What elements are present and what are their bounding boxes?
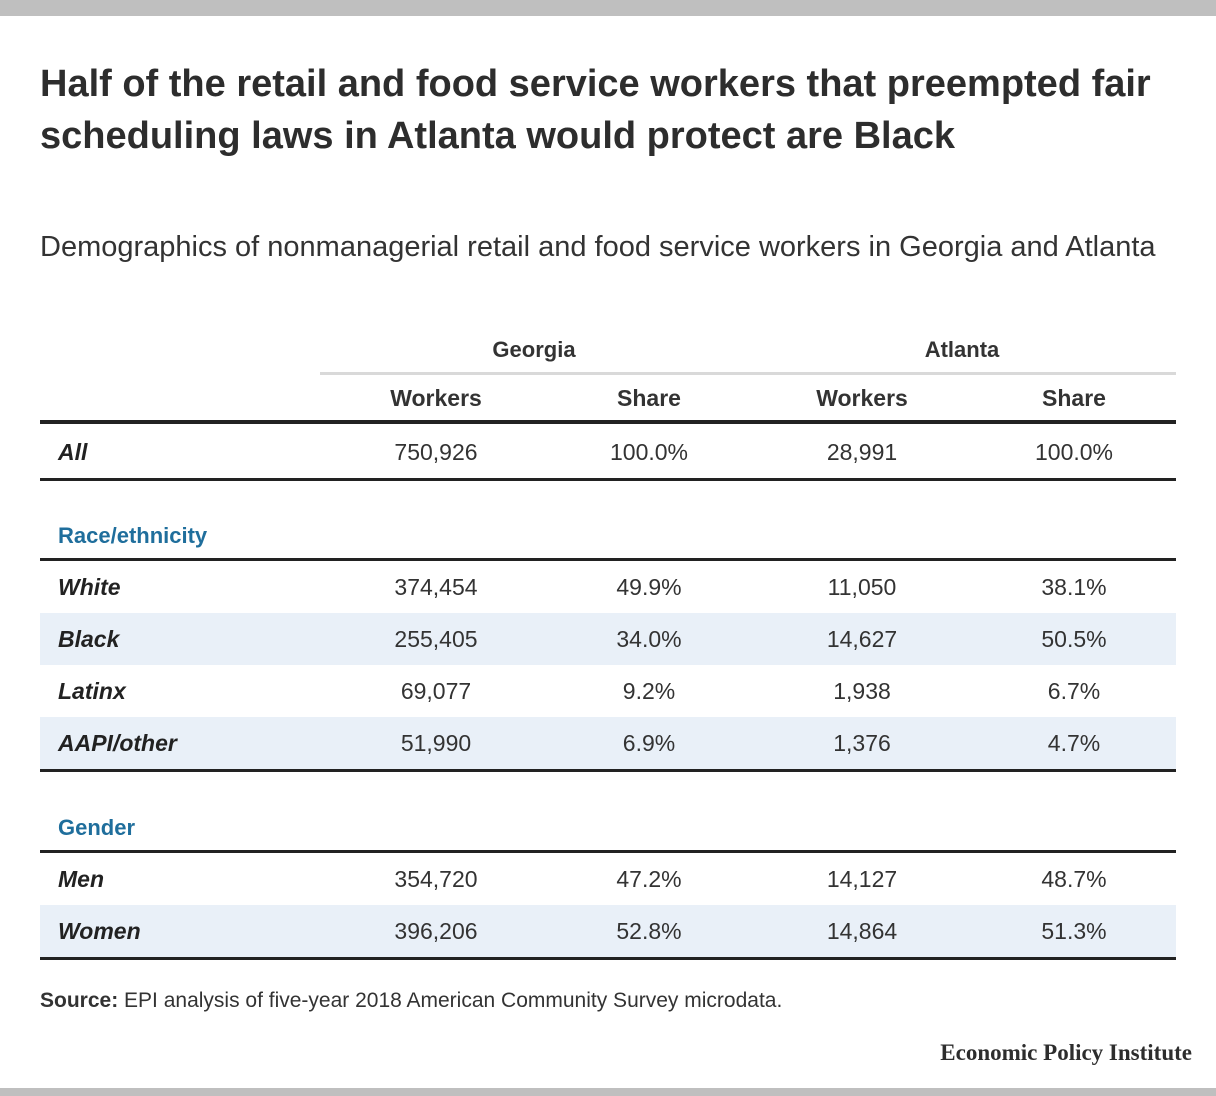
table-cell: 38.1% [1041, 573, 1107, 600]
table-cell: 69,077 [400, 677, 472, 704]
section-header-race: Race/ethnicity [40, 512, 1176, 560]
row-label: Men [58, 865, 104, 892]
source-text: EPI analysis of five-year 2018 American … [118, 989, 783, 1012]
table-cell: 1,376 [833, 729, 891, 756]
column-header: Workers [816, 384, 908, 411]
header-rule [40, 420, 1176, 424]
table-cell: 28,991 [826, 438, 898, 465]
table-cell: 100.0% [609, 438, 688, 465]
table-cell: 354,720 [394, 865, 478, 892]
section-end-rule [40, 769, 1176, 772]
table-cell: 14,127 [826, 865, 898, 892]
table-cell: 100.0% [1034, 438, 1113, 465]
row-label: White [58, 573, 121, 600]
column-header: Share [1042, 384, 1106, 411]
table-row: All 750,926 100.0% 28,991 100.0% [40, 426, 1176, 478]
source-note: Source: EPI analysis of five-year 2018 A… [40, 989, 782, 1013]
table-cell: 49.9% [616, 573, 682, 600]
brand-logo-text: Economic Policy Institute [940, 1040, 1192, 1065]
section-rule [40, 850, 1176, 853]
table-row: Black 255,405 34.0% 14,627 50.5% [40, 613, 1176, 665]
table-row: Men 354,720 47.2% 14,127 48.7% [40, 853, 1176, 905]
column-group-header: Georgia Atlanta [40, 330, 1176, 370]
row-label: Latinx [58, 677, 126, 704]
table-cell: 51.3% [1041, 917, 1107, 944]
table-row: AAPI/other 51,990 6.9% 1,376 4.7% [40, 717, 1176, 769]
table-row: White 374,454 49.9% 11,050 38.1% [40, 561, 1176, 613]
table-cell: 48.7% [1041, 865, 1107, 892]
section-title: Gender [58, 815, 136, 840]
row-label: Black [58, 625, 120, 652]
table-cell: 6.9% [622, 729, 676, 756]
table-cell: 14,627 [826, 625, 898, 652]
table-cell: 50.5% [1041, 625, 1107, 652]
column-group-atlanta: Atlanta [924, 337, 1000, 362]
row-label: AAPI/other [58, 729, 177, 756]
table-cell: 34.0% [616, 625, 682, 652]
table-cell: 1,938 [833, 677, 891, 704]
top-border [0, 0, 1216, 16]
table-row: Latinx 69,077 9.2% 1,938 6.7% [40, 665, 1176, 717]
section-title: Race/ethnicity [58, 523, 208, 548]
chart-subtitle: Demographics of nonmanagerial retail and… [40, 231, 1156, 263]
table-row: Women 396,206 52.8% 14,864 51.3% [40, 905, 1176, 957]
chart-title: Half of the retail and food service work… [40, 63, 1151, 157]
column-header-row: Workers Share Workers Share [40, 378, 1176, 418]
table-cell: 11,050 [827, 573, 897, 600]
table-cell: 14,864 [826, 917, 898, 944]
column-header: Workers [390, 384, 482, 411]
table-cell: 255,405 [394, 625, 478, 652]
source-label: Source: [40, 989, 119, 1012]
table-cell: 52.8% [616, 917, 682, 944]
section-rule [40, 558, 1176, 561]
bottom-border [0, 1088, 1216, 1096]
section-header-gender: Gender [40, 804, 1176, 852]
table-cell: 47.2% [616, 865, 682, 892]
table-cell: 4.7% [1047, 729, 1101, 756]
table-cell: 374,454 [394, 573, 478, 600]
table-cell: 9.2% [622, 677, 676, 704]
row-rule [40, 478, 1176, 481]
table-cell: 750,926 [394, 438, 478, 465]
row-label: All [58, 438, 88, 465]
table-cell: 51,990 [400, 729, 472, 756]
column-header: Share [617, 384, 681, 411]
table-cell: 6.7% [1047, 677, 1101, 704]
column-group-georgia: Georgia [492, 337, 576, 362]
table-cell: 396,206 [394, 917, 478, 944]
group-underline [320, 372, 1176, 375]
table-bottom-rule [40, 957, 1176, 960]
row-label: Women [58, 917, 141, 944]
